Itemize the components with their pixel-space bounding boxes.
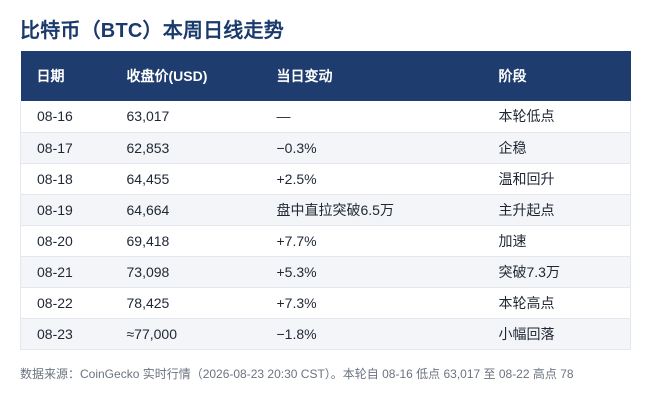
table-row: 08-23 ≈77,000 −1.8% 小幅回落	[20, 318, 631, 350]
cell-change: −0.3%	[260, 132, 483, 164]
cell-close: 69,418	[110, 225, 261, 257]
table-header: 日期 收盘价(USD) 当日变动 阶段	[20, 51, 631, 101]
cell-change: +5.3%	[260, 256, 483, 288]
table-row: 08-18 64,455 +2.5% 温和回升	[20, 163, 631, 195]
cell-change: +2.5%	[260, 163, 483, 195]
cell-date: 08-16	[20, 101, 111, 133]
table-row: 08-17 62,853 −0.3% 企稳	[20, 132, 631, 164]
column-header-close: 收盘价(USD)	[126, 68, 208, 84]
cell-date: 08-21	[20, 256, 111, 288]
column-header-stage: 阶段	[498, 68, 527, 84]
cell-close: 62,853	[110, 132, 261, 164]
page-title: 比特币（BTC）本周日线走势	[20, 20, 284, 42]
cell-change: −1.8%	[260, 318, 483, 350]
cell-stage: 本轮高点	[482, 287, 631, 319]
cell-close: ≈77,000	[110, 318, 261, 350]
table-body: 08-16 63,017 — 本轮低点 08-17 62,853 −0.3% 企…	[20, 101, 631, 350]
cell-date: 08-18	[20, 163, 111, 195]
table-header-row: 日期 收盘价(USD) 当日变动 阶段	[20, 51, 631, 101]
table-row: 08-21 73,098 +5.3% 突破7.3万	[20, 256, 631, 288]
cell-date: 08-20	[20, 225, 111, 257]
cell-stage: 企稳	[482, 132, 631, 164]
cell-date: 08-22	[20, 287, 111, 319]
cell-change: 盘中直拉突破6.5万	[260, 194, 483, 226]
cell-stage: 突破7.3万	[482, 256, 631, 288]
table-row: 08-20 69,418 +7.7% 加速	[20, 225, 631, 257]
cell-close: 64,455	[110, 163, 261, 195]
data-source-note: 数据来源：CoinGecko 实时行情（2026-08-23 20:30 CST…	[20, 367, 574, 381]
cell-change: +7.7%	[260, 225, 483, 257]
cell-stage: 温和回升	[482, 163, 631, 195]
cell-stage: 本轮低点	[482, 101, 631, 133]
table-row: 08-22 78,425 +7.3% 本轮高点	[20, 287, 631, 319]
price-table: 日期 收盘价(USD) 当日变动 阶段 08-16 63,017 — 本轮低点 …	[20, 51, 631, 350]
cell-date: 08-23	[20, 318, 111, 350]
column-header-date: 日期	[36, 68, 65, 84]
cell-stage: 主升起点	[482, 194, 631, 226]
cell-date: 08-19	[20, 194, 111, 226]
cell-close: 78,425	[110, 287, 261, 319]
cell-close: 64,664	[110, 194, 261, 226]
cell-date: 08-17	[20, 132, 111, 164]
cell-change: —	[260, 101, 483, 133]
table-row: 08-16 63,017 — 本轮低点	[20, 101, 631, 133]
table-row: 08-19 64,664 盘中直拉突破6.5万 主升起点	[20, 194, 631, 226]
cell-stage: 小幅回落	[482, 318, 631, 350]
column-header-change: 当日变动	[276, 68, 333, 84]
cell-stage: 加速	[482, 225, 631, 257]
cell-close: 73,098	[110, 256, 261, 288]
cell-close: 63,017	[110, 101, 261, 133]
cell-change: +7.3%	[260, 287, 483, 319]
